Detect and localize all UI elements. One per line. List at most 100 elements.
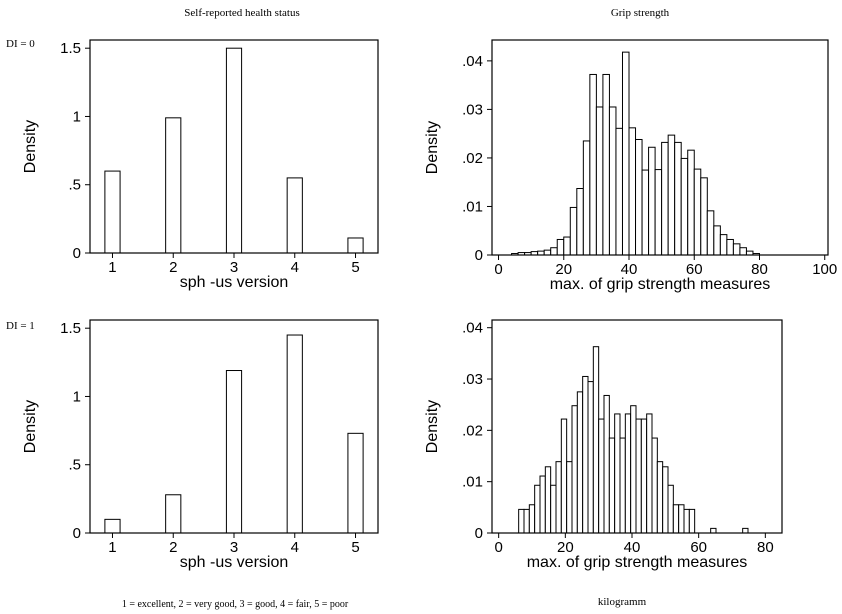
histogram-bar [589, 73, 597, 256]
bars [104, 334, 364, 534]
histogram-bar [635, 138, 643, 256]
x-tick-label: 3 [230, 539, 238, 556]
y-tick-label: .02 [462, 150, 483, 167]
histogram-bar [646, 413, 653, 534]
bars [511, 51, 760, 256]
x-tick-label: 20 [555, 261, 572, 278]
histogram-bar [739, 247, 747, 256]
histogram-bar [674, 141, 682, 256]
y-tick-label: .5 [68, 457, 81, 474]
histogram-bar [619, 437, 626, 534]
histogram-bar [595, 106, 604, 256]
y-axis-title: Density [424, 121, 441, 174]
histogram-bar [608, 437, 616, 534]
x-tick-label: 5 [351, 539, 359, 556]
histogram-bar [667, 484, 674, 534]
bar [286, 177, 303, 254]
y-tick-label: 0 [475, 247, 483, 264]
chart-grip-di1: 0 .01 .02 .03 .04 0 20 40 60 80 max. of grip stren… [424, 319, 783, 571]
histogram-bar [648, 146, 656, 256]
histogram-bar [624, 413, 632, 534]
bar [347, 432, 364, 534]
histogram-bar [598, 418, 605, 534]
histogram-bar [651, 437, 658, 534]
histogram-bar [630, 405, 637, 534]
chart-health-di1: 0 .5 1 1.5 1 2 3 4 5 sph -us version Density [22, 319, 379, 571]
histogram-bar [688, 508, 696, 534]
y-axis-title: Density [22, 400, 39, 453]
histogram-bar [687, 149, 695, 256]
bar [104, 170, 121, 254]
bar [165, 494, 182, 534]
bar [165, 117, 182, 254]
histogram-bar [569, 206, 578, 256]
y-tick-label: .5 [68, 177, 81, 194]
histogram-bar [706, 210, 715, 256]
histogram-bar [710, 527, 717, 534]
y-tick-label: .01 [462, 198, 483, 215]
left-column-title: Self-reported health status [184, 7, 299, 19]
x-tick-label: 1 [108, 539, 116, 556]
y-tick-label: 0 [73, 525, 81, 542]
row-label-di0: DI = 0 [6, 38, 35, 50]
histogram-bar [543, 249, 552, 256]
histogram-bar [576, 391, 584, 534]
histogram-bar [635, 418, 642, 534]
chart-health-di0: 0 .5 1 1.5 1 2 3 4 5 sph -us version Density [22, 39, 379, 291]
histogram-bar [662, 466, 669, 534]
histogram-bar [693, 168, 702, 256]
y-tick-label: .04 [462, 320, 483, 337]
histogram-bar [528, 504, 536, 534]
histogram-bar [587, 381, 594, 534]
y-tick-label: .01 [462, 474, 483, 491]
histogram-bar [582, 140, 591, 256]
x-tick-label: 40 [624, 539, 641, 556]
histogram-bar [641, 169, 650, 256]
bar [104, 518, 121, 534]
histogram-bar [683, 508, 690, 534]
histogram-bar [719, 234, 728, 256]
histogram-bar [661, 141, 669, 256]
bar [225, 370, 243, 534]
y-tick-label: 1.5 [60, 40, 81, 57]
footnote-left: 1 = excellent, 2 = very good, 3 = good, … [122, 599, 349, 610]
x-tick-label: 1 [108, 259, 116, 276]
x-tick-label: 60 [690, 539, 707, 556]
histogram-bar [654, 169, 663, 256]
y-axis-title: Density [22, 120, 39, 173]
y-tick-label: .03 [462, 371, 483, 388]
histogram-bar [582, 375, 589, 534]
plot-frame [491, 39, 829, 256]
x-tick-label: 100 [812, 261, 837, 278]
histogram-bar [566, 461, 573, 534]
histogram-bar [667, 134, 676, 256]
histogram-bar [608, 106, 617, 256]
y-tick-label: .04 [462, 53, 483, 70]
histogram-bar [640, 418, 648, 534]
y-tick-label: 1 [73, 108, 81, 125]
histogram-bar [534, 484, 541, 534]
x-axis-title: max. of grip strength measures [550, 276, 771, 293]
histogram-bar [615, 127, 623, 256]
histogram-bar [614, 413, 621, 534]
bar [347, 237, 364, 254]
x-axis-title: max. of grip strength measures [527, 554, 748, 571]
x-tick-label: 40 [621, 261, 638, 278]
histogram-bar [628, 127, 637, 256]
x-tick-label: 60 [686, 261, 703, 278]
histogram-bar [672, 504, 680, 534]
x-axis-title: sph -us version [180, 274, 289, 291]
histogram-bar [621, 51, 630, 256]
histogram-bar [678, 504, 685, 534]
histogram-bar [550, 484, 557, 534]
histogram-bar [576, 188, 584, 256]
chart-grip-di0: 0 .01 .02 .03 .04 0 20 40 60 80 100 max. of grip st… [424, 39, 837, 293]
bars [518, 346, 749, 534]
x-tick-label: 4 [291, 539, 299, 556]
histogram-bar [656, 461, 664, 534]
histogram-bar [518, 508, 525, 534]
histogram-bar [742, 527, 749, 534]
histogram-bar [523, 508, 530, 534]
histogram-bar [680, 157, 689, 256]
